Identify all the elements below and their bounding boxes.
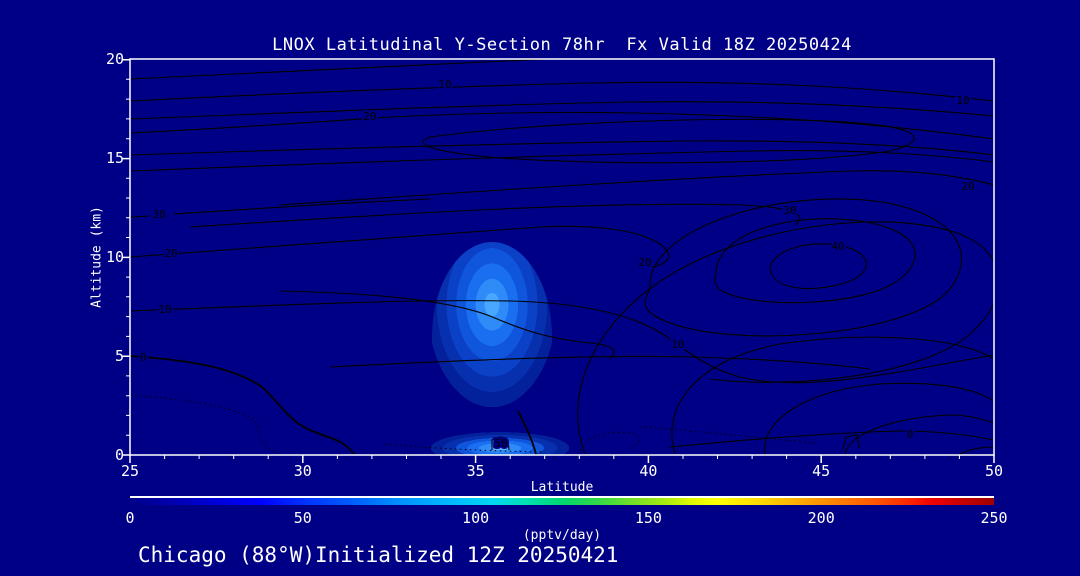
contour-label: 0 bbox=[907, 428, 914, 441]
x-tick-label: 35 bbox=[466, 462, 485, 480]
colorbar-tick-label: 100 bbox=[462, 509, 490, 527]
x-tick-label: 50 bbox=[984, 462, 1004, 480]
contour-label: 20 bbox=[363, 110, 376, 123]
colorbar-tick-label: 250 bbox=[980, 509, 1008, 527]
colorbar-gradient bbox=[130, 498, 994, 505]
y-tick-label: 5 bbox=[114, 347, 124, 365]
colorbar-tick-label: 200 bbox=[807, 509, 835, 527]
plot-title: LNOX Latitudinal Y-Section 78hr Fx Valid… bbox=[272, 35, 852, 55]
contour-lines bbox=[130, 59, 994, 455]
y-tick-label: 10 bbox=[105, 248, 124, 266]
contour-label: 0 bbox=[140, 351, 147, 364]
contour-label: 10 bbox=[956, 94, 969, 107]
contour-label: 40 bbox=[831, 240, 844, 253]
contour-label: 20 bbox=[164, 247, 177, 260]
colorbar-tick-label: 150 bbox=[634, 509, 662, 527]
colorbar-tick-label: 0 bbox=[125, 509, 135, 527]
x-tick-label: 30 bbox=[293, 462, 312, 480]
colorbar-tick-label: 50 bbox=[293, 509, 312, 527]
y-tick-label: 15 bbox=[105, 149, 124, 167]
contour-labels: 10 20 30 20 10 0 20 10 30 40 20 10 0 50 bbox=[138, 76, 977, 452]
contour-label: 30 bbox=[152, 208, 165, 221]
y-axis-title: Altitude (km) bbox=[89, 206, 105, 308]
x-tick-label: 40 bbox=[639, 462, 658, 480]
contour-label: 30 bbox=[783, 204, 796, 217]
station-init-label: Chicago (88°W)Initialized 12Z 20250421 bbox=[138, 543, 619, 567]
contour-label: 20 bbox=[638, 256, 651, 269]
contour-plot-area: 10 20 30 20 10 0 20 10 30 40 20 10 0 50 bbox=[130, 59, 994, 455]
contour-label: 10 bbox=[438, 78, 451, 91]
contour-label: 20 bbox=[961, 180, 974, 193]
y-tick-label: 0 bbox=[114, 446, 124, 464]
y-tick-label: 20 bbox=[105, 50, 124, 68]
contour-label: 50 bbox=[494, 437, 507, 450]
colorbar-top-line bbox=[130, 496, 994, 498]
colorbar-unit-label: (pptv/day) bbox=[522, 528, 602, 543]
contour-label: 10 bbox=[671, 338, 684, 351]
shaded-midlevel-max bbox=[432, 242, 552, 432]
x-axis-title: Latitude bbox=[530, 480, 594, 495]
x-tick-label: 45 bbox=[812, 462, 831, 480]
contour-label: 10 bbox=[158, 303, 171, 316]
x-tick-label: 25 bbox=[120, 462, 140, 480]
